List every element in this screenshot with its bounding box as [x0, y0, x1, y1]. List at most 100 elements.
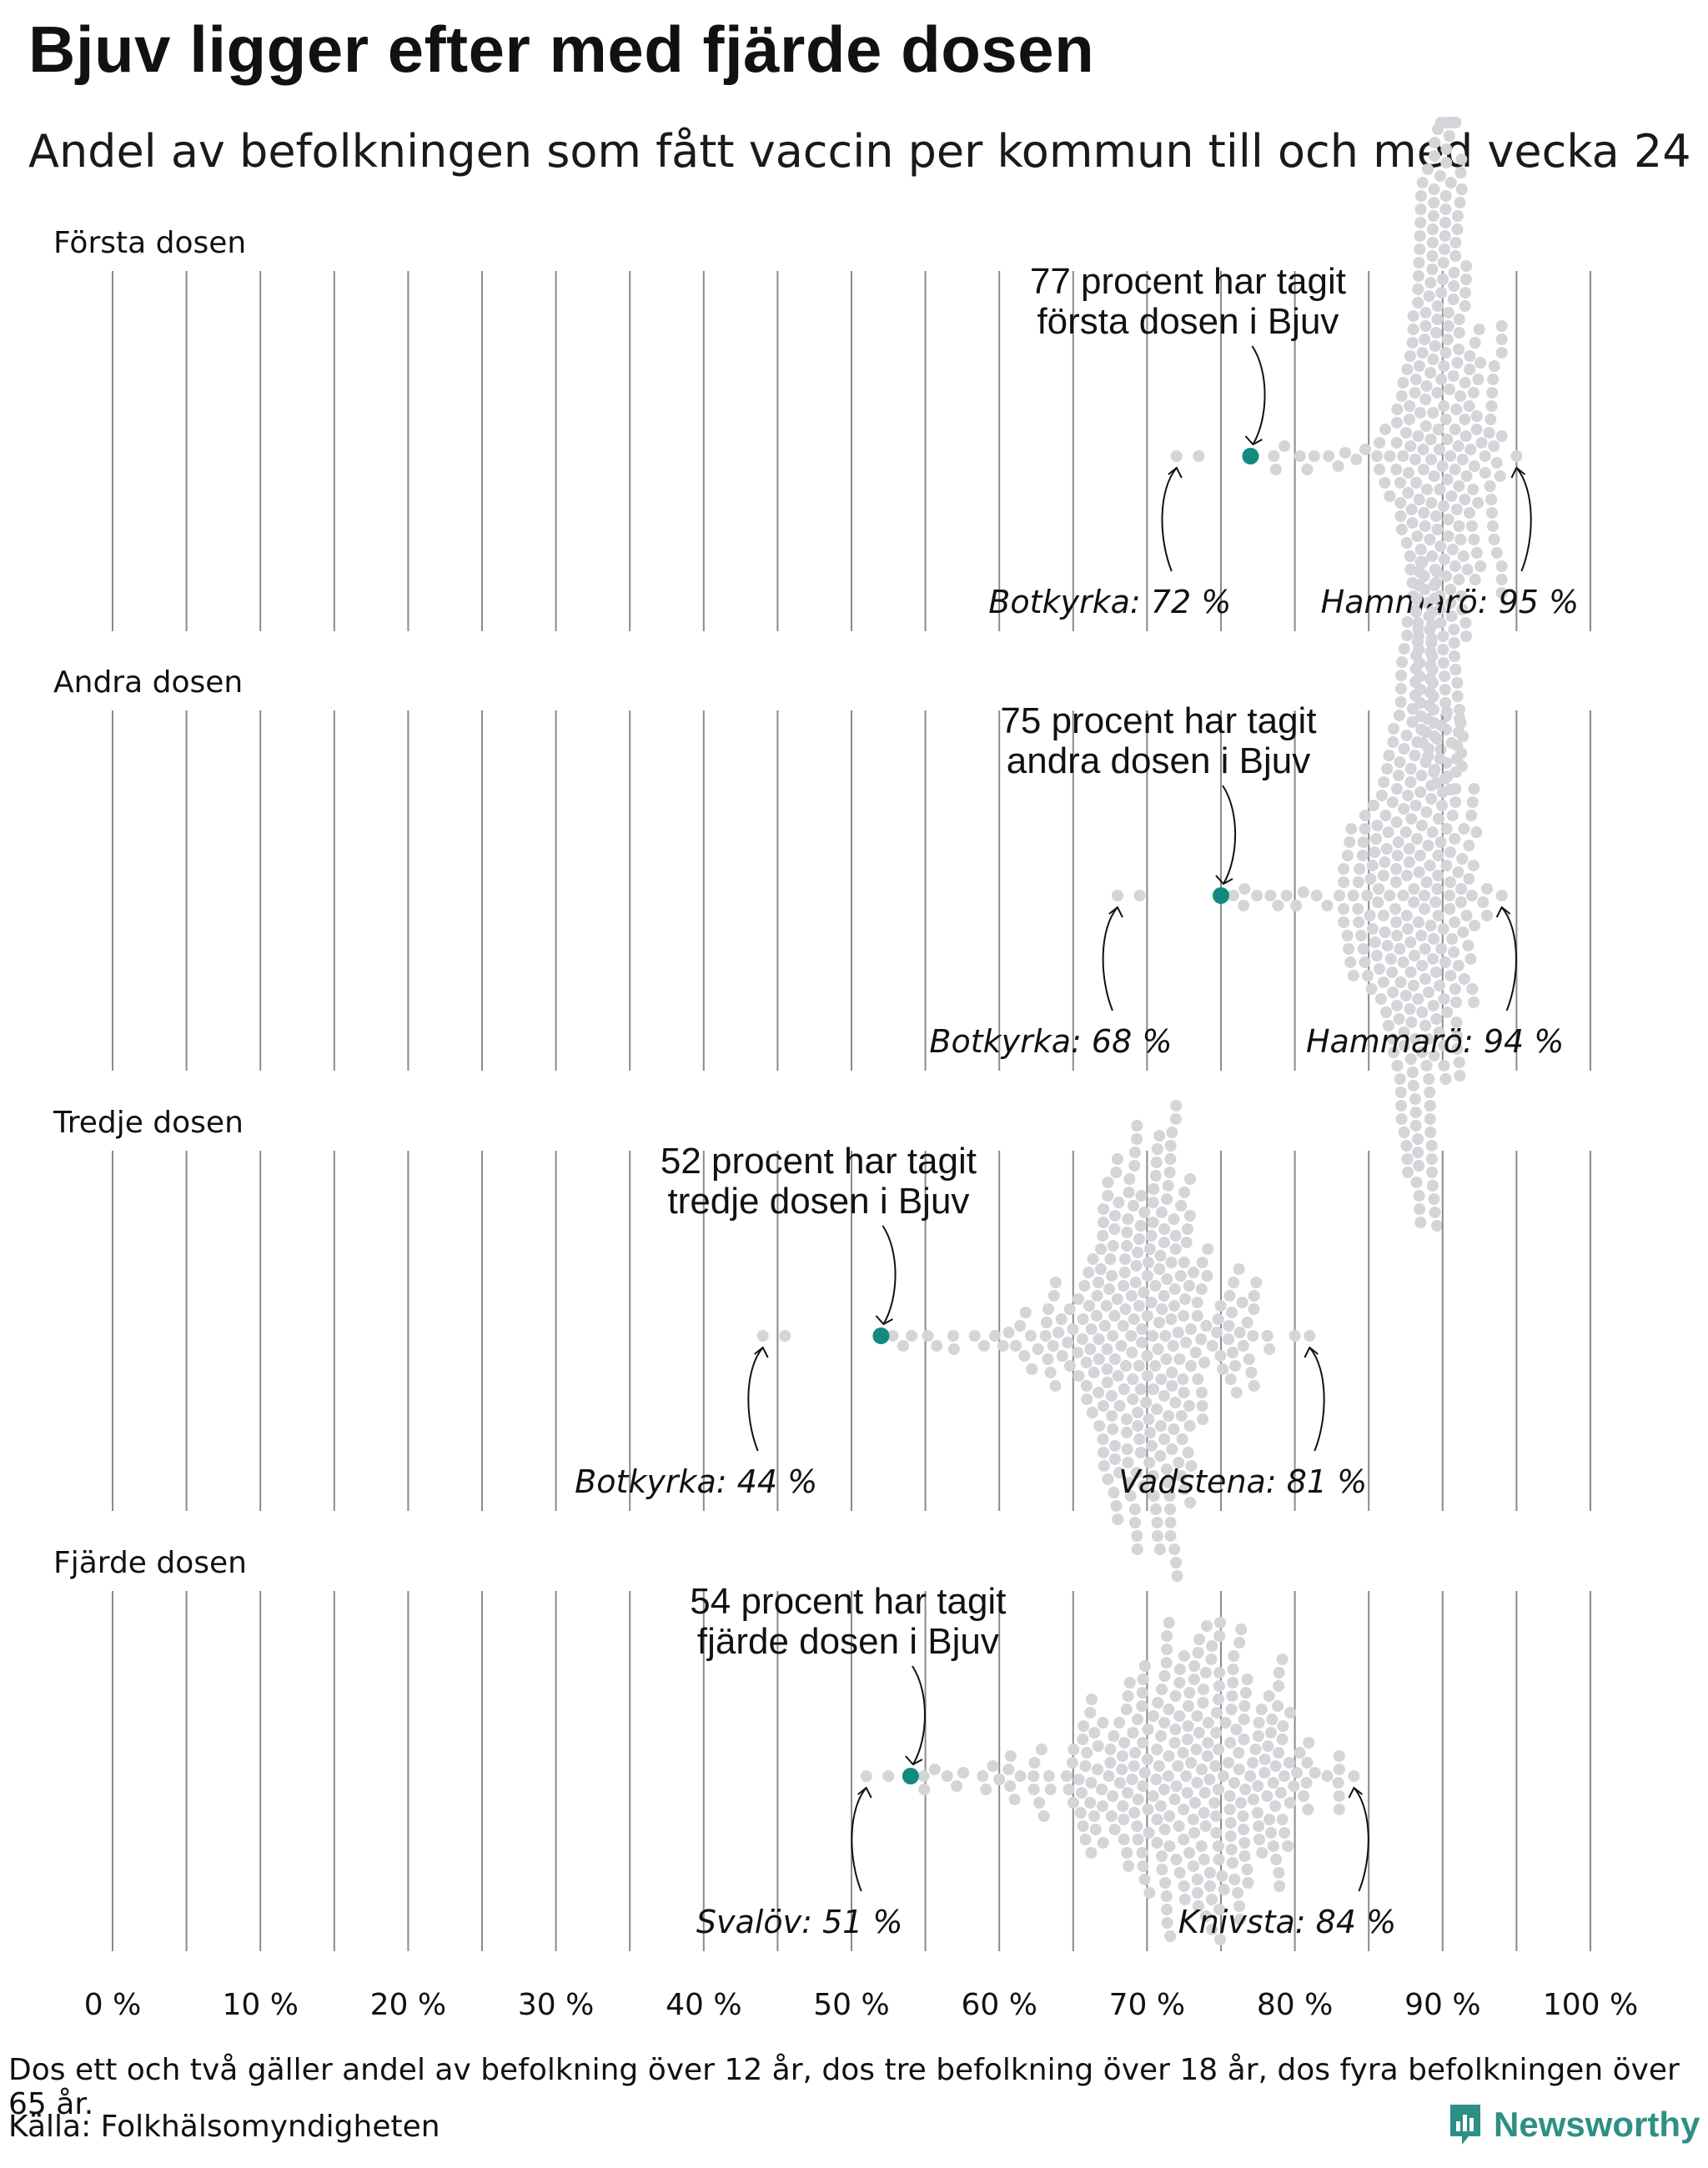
- municipality-dot: [1412, 430, 1424, 442]
- municipality-dot: [1102, 1473, 1114, 1485]
- municipality-dot: [1374, 993, 1387, 1005]
- municipality-dot: [1429, 340, 1441, 352]
- municipality-dot: [1137, 1860, 1149, 1872]
- municipality-dot: [1432, 870, 1444, 881]
- municipality-dot: [1352, 903, 1364, 915]
- municipality-dot: [1133, 1233, 1145, 1245]
- municipality-dot: [897, 1340, 909, 1352]
- municipality-dot: [1407, 324, 1419, 335]
- municipality-dot: [1170, 1113, 1182, 1125]
- municipality-dot: [1347, 970, 1359, 981]
- municipality-dot: [1404, 1053, 1417, 1065]
- municipality-dot: [1454, 197, 1466, 208]
- municipality-dot: [1459, 414, 1471, 425]
- municipality-dot: [1339, 447, 1351, 459]
- municipality-dot: [1253, 1834, 1265, 1845]
- municipality-dot: [1449, 916, 1461, 928]
- max-label: Knivsta: 84 %: [1178, 1904, 1396, 1940]
- municipality-dot: [1291, 1767, 1304, 1779]
- municipality-dot: [1183, 1280, 1195, 1292]
- municipality-dot: [1236, 1297, 1248, 1308]
- municipality-dot: [1477, 896, 1489, 908]
- municipality-dot: [947, 1330, 959, 1342]
- municipality-dot: [1419, 903, 1431, 915]
- municipality-dot: [1203, 1867, 1216, 1879]
- municipality-dot: [1081, 1747, 1093, 1759]
- municipality-dot: [1446, 933, 1459, 945]
- municipality-dot: [1359, 810, 1371, 821]
- municipality-dot: [1265, 1727, 1277, 1739]
- municipality-dot: [1123, 1173, 1136, 1185]
- municipality-dot: [1413, 580, 1425, 591]
- municipality-dot: [1212, 1840, 1224, 1852]
- municipality-dot: [1437, 630, 1449, 642]
- municipality-dot: [1169, 1397, 1182, 1408]
- municipality-dot: [1191, 1297, 1203, 1308]
- municipality-dot: [1454, 167, 1467, 178]
- municipality-dot: [1198, 1357, 1210, 1368]
- municipality-dot: [1468, 783, 1480, 795]
- municipality-dot: [1434, 744, 1447, 755]
- municipality-dot: [1334, 890, 1345, 901]
- municipality-dot: [1101, 1363, 1113, 1375]
- municipality-dot: [1136, 1847, 1148, 1859]
- municipality-dot: [1469, 920, 1480, 931]
- municipality-dot: [1165, 1257, 1178, 1268]
- municipality-dot: [1388, 723, 1400, 735]
- municipality-dot: [1437, 657, 1449, 669]
- municipality-dot: [1226, 1347, 1238, 1358]
- municipality-dot: [1149, 1360, 1162, 1372]
- brand-logo[interactable]: Newsworthy: [1447, 2100, 1700, 2150]
- municipality-dot: [1166, 1443, 1178, 1455]
- municipality-dot: [1077, 1313, 1089, 1325]
- arrowhead: [1108, 906, 1123, 918]
- municipality-dot: [931, 1340, 943, 1352]
- municipality-dot: [1180, 1237, 1193, 1248]
- municipality-dot: [1423, 743, 1434, 755]
- municipality-dot: [1123, 1677, 1136, 1689]
- municipality-dot: [756, 1330, 769, 1342]
- municipality-dot: [1161, 1273, 1173, 1285]
- municipality-dot: [1156, 1684, 1168, 1695]
- municipality-dot: [1450, 753, 1463, 765]
- municipality-dot: [1241, 1864, 1253, 1875]
- municipality-dot: [1233, 1263, 1245, 1275]
- municipality-dot: [1087, 1253, 1099, 1265]
- municipality-dot: [1105, 1390, 1118, 1402]
- municipality-dot: [1289, 1330, 1301, 1342]
- municipality-dot: [1032, 1343, 1044, 1355]
- municipality-dot: [1479, 450, 1491, 462]
- municipality-dot: [1268, 450, 1280, 462]
- municipality-dot: [1184, 1497, 1197, 1508]
- municipality-dot: [1224, 1737, 1237, 1749]
- municipality-dot: [1378, 976, 1389, 988]
- municipality-dot: [1225, 1844, 1238, 1855]
- municipality-dot: [1304, 1330, 1316, 1342]
- municipality-dot: [1420, 806, 1433, 818]
- municipality-dot: [1183, 1700, 1194, 1712]
- municipality-dot: [1434, 540, 1447, 552]
- municipality-dot: [1213, 1630, 1226, 1642]
- municipality-dot: [1460, 470, 1473, 482]
- municipality-dot: [1394, 1073, 1406, 1085]
- municipality-dot: [1209, 1760, 1222, 1772]
- municipality-dot: [1357, 943, 1369, 955]
- municipality-dot: [1151, 1143, 1163, 1155]
- municipality-dot: [1510, 450, 1523, 462]
- municipality-dot: [1418, 507, 1430, 519]
- municipality-dot: [1113, 1467, 1126, 1478]
- municipality-dot: [1344, 836, 1356, 848]
- municipality-dot: [1120, 1360, 1133, 1372]
- municipality-dot: [1276, 1654, 1289, 1665]
- municipality-dot: [1413, 1160, 1425, 1172]
- municipality-dot: [1192, 1900, 1204, 1912]
- municipality-dot: [1248, 1290, 1260, 1302]
- municipality-dot: [1468, 387, 1479, 399]
- municipality-dot: [1153, 1317, 1165, 1328]
- municipality-dot: [1495, 890, 1508, 901]
- arrowhead: [875, 1315, 893, 1326]
- municipality-dot: [1393, 710, 1405, 721]
- municipality-dot: [1472, 497, 1484, 509]
- municipality-dot: [1244, 1770, 1256, 1782]
- municipality-dot: [1484, 414, 1497, 425]
